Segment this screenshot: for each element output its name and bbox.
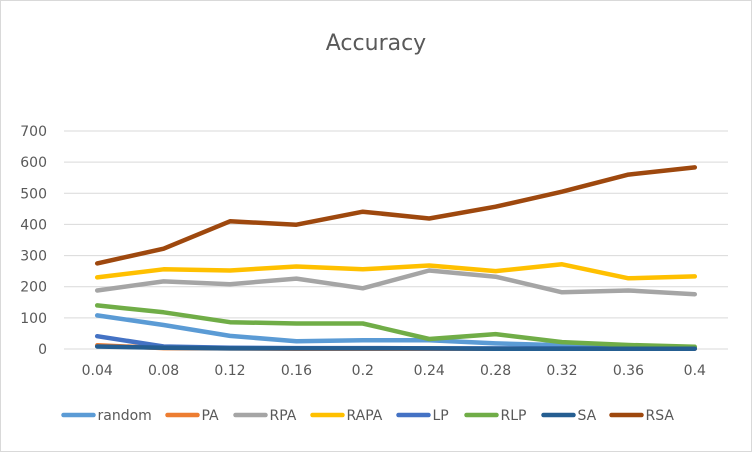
series-lines: [94, 165, 698, 351]
series-line-rlp: [94, 303, 698, 350]
legend-entry-rsa: RSA: [609, 408, 675, 424]
legend-label: PA: [202, 408, 220, 424]
x-tick-label: 0.32: [546, 363, 577, 379]
series-line-random: [94, 313, 698, 350]
legend: random PA RPA RAPA LP RLP SA RSA: [61, 408, 675, 424]
x-tick-label: 0.04: [82, 363, 113, 379]
legend-label: RLP: [501, 408, 527, 424]
x-tick-label: 0.2: [352, 363, 374, 379]
y-tick-label: 700: [20, 124, 47, 140]
legend-entry-sa: SA: [541, 408, 597, 424]
legend-label: RPA: [270, 408, 297, 424]
x-tick-label: 0.08: [148, 363, 179, 379]
x-tick-label: 0.16: [281, 363, 312, 379]
legend-entry-rlp: RLP: [464, 408, 527, 424]
x-axis-tick-labels: 0.04 0.08 0.12 0.16 0.2 0.24 0.28 0.32 0.36 0.4: [82, 363, 706, 379]
legend-label: RAPA: [347, 408, 383, 424]
series-line-rapa: [94, 262, 698, 281]
y-tick-label: 0: [38, 342, 47, 358]
legend-entry-random: random: [61, 408, 152, 424]
series-line-rsa: [94, 165, 698, 266]
gridlines: [64, 130, 728, 350]
y-axis-tick-labels: 0 100 200 300 400 500 600 700: [20, 124, 47, 358]
legend-label: random: [98, 408, 152, 424]
x-tick-label: 0.12: [214, 363, 245, 379]
y-tick-label: 500: [20, 186, 47, 202]
legend-entry-lp: LP: [396, 408, 449, 424]
x-tick-label: 0.4: [684, 363, 706, 379]
series-line-sa: [94, 344, 698, 351]
y-tick-label: 300: [20, 249, 47, 265]
legend-entry-rpa: RPA: [233, 408, 297, 424]
y-tick-label: 100: [20, 311, 47, 327]
legend-label: LP: [433, 408, 449, 424]
legend-label: RSA: [646, 408, 675, 424]
x-tick-label: 0.24: [414, 363, 445, 379]
legend-label: SA: [578, 408, 597, 424]
series-line-rpa: [94, 268, 698, 297]
legend-entry-rapa: RAPA: [310, 408, 383, 424]
x-tick-label: 0.28: [480, 363, 511, 379]
x-tick-label: 0.36: [613, 363, 644, 379]
y-tick-label: 400: [20, 217, 47, 233]
chart-title: Accuracy: [326, 31, 426, 56]
y-tick-label: 600: [20, 155, 47, 171]
y-tick-label: 200: [20, 280, 47, 296]
legend-entry-pa: PA: [165, 408, 220, 424]
